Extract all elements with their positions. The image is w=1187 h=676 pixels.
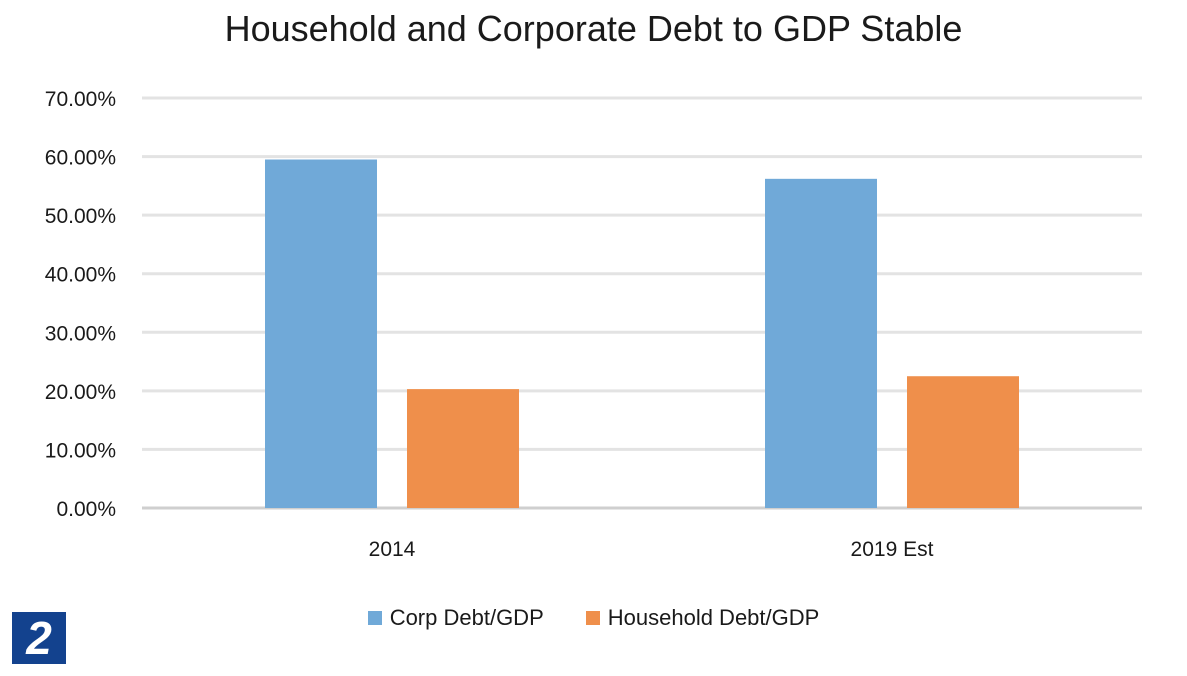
x-tick-label: 2019 Est <box>851 538 934 561</box>
y-axis-ticks: 0.00% 10.00% 20.00% 30.00% 40.00% 50.00% 60.00… <box>45 88 116 521</box>
y-tick-label: 30.00% <box>45 322 116 345</box>
page-number-badge: 2 <box>12 612 66 664</box>
y-tick-label: 60.00% <box>45 147 116 170</box>
x-axis-ticks: 2014 2019 Est <box>369 538 934 561</box>
bar-household-0 <box>407 389 519 508</box>
legend-item-corp: Corp Debt/GDP <box>367 605 544 631</box>
x-tick-label: 2014 <box>369 538 416 561</box>
y-tick-label: 70.00% <box>45 88 116 111</box>
y-tick-label: 20.00% <box>45 381 116 404</box>
legend-label-corp: Corp Debt/GDP <box>389 605 544 630</box>
bar-chart: 0.00% 10.00% 20.00% 30.00% 40.00% 50.00% 60.00… <box>45 88 1142 561</box>
bar-corp-1 <box>765 178 877 509</box>
legend-item-household: Household Debt/GDP <box>585 605 820 631</box>
chart-title: Household and Corporate Debt to GDP Stab… <box>224 8 963 49</box>
legend-swatch-corp <box>367 611 382 625</box>
y-tick-label: 10.00% <box>45 439 116 462</box>
legend: Corp Debt/GDP Household Debt/GDP <box>0 605 1187 631</box>
bar-household-1 <box>907 376 1019 508</box>
y-tick-label: 40.00% <box>45 264 116 287</box>
legend-label-household: Household Debt/GDP <box>607 605 820 630</box>
y-tick-label: 0.00% <box>56 498 116 521</box>
bar-corp-0 <box>265 159 377 508</box>
bars <box>265 159 1019 509</box>
y-tick-label: 50.00% <box>45 205 116 228</box>
legend-swatch-household <box>585 611 600 625</box>
